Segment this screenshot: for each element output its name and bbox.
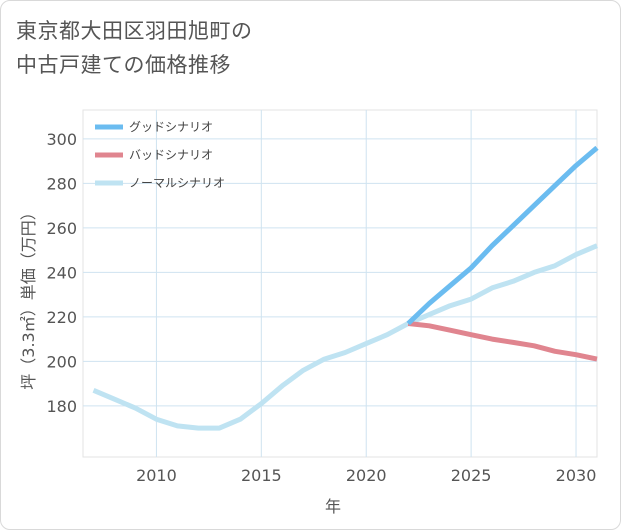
- x-tick-label: 2020: [346, 466, 387, 485]
- legend-label: バッドシナリオ: [129, 148, 213, 162]
- plot-area: [82, 109, 598, 458]
- axes: 2010 2015 2020 2025 2030 180 200 220 240 260 280 30…: [46, 130, 596, 485]
- grid-lines: [82, 109, 598, 458]
- chart-title-line-2: 中古戸建ての価格推移: [16, 53, 231, 77]
- y-tick-label: 280: [46, 174, 77, 193]
- y-tick-label: 180: [46, 397, 77, 416]
- series-line-2: [92, 243, 598, 431]
- x-tick-label: 2025: [451, 466, 492, 485]
- y-tick-label: 260: [46, 219, 77, 238]
- x-tick-label: 2015: [241, 466, 282, 485]
- legend-label: ノーマルシナリオ: [129, 176, 225, 190]
- x-axis-title: 年: [325, 497, 341, 516]
- chart-title: 東京都大田区羽田旭町の 中古戸建ての価格推移: [16, 14, 253, 82]
- series-line-0: [406, 145, 599, 326]
- y-tick-label: 300: [46, 130, 77, 149]
- series-line-1: [407, 321, 598, 362]
- chart-title-line-1: 東京都大田区羽田旭町の: [16, 19, 253, 43]
- y-axis-title: 坪（3.3㎡）単価（万円）: [19, 204, 38, 389]
- legend-label: グッドシナリオ: [129, 120, 213, 134]
- y-tick-label: 220: [46, 308, 77, 327]
- y-tick-label: 240: [46, 263, 77, 282]
- x-tick-label: 2010: [136, 466, 177, 485]
- series-lines: [92, 145, 599, 431]
- x-tick-label: 2030: [556, 466, 597, 485]
- y-tick-label: 200: [46, 352, 77, 371]
